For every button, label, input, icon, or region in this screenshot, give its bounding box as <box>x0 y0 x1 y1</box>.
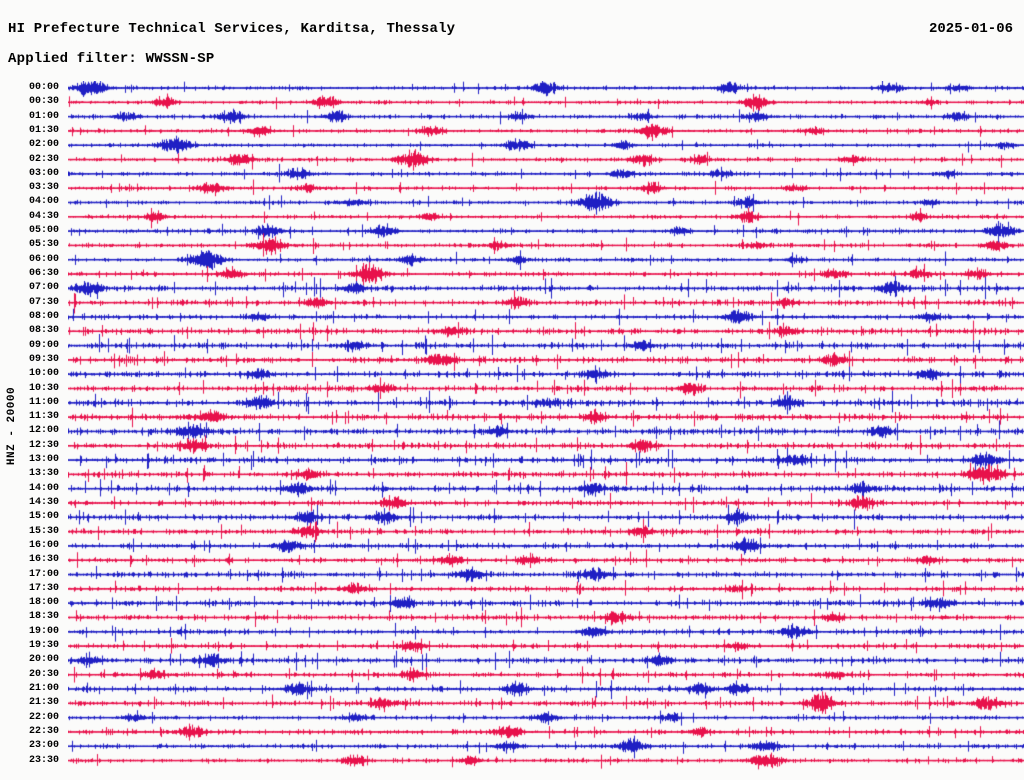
report-date: 2025-01-06 <box>928 21 1013 37</box>
time-label: 20:30 <box>28 668 59 680</box>
time-label: 00:00 <box>28 82 59 93</box>
time-label: 16:00 <box>28 539 59 551</box>
time-label: 12:00 <box>28 425 59 437</box>
time-label: 08:00 <box>28 310 59 322</box>
time-label: 08:30 <box>28 325 59 337</box>
time-label: 22:30 <box>28 725 59 737</box>
time-label: 09:00 <box>28 339 59 351</box>
time-label: 03:30 <box>28 182 59 194</box>
seismogram-canvas <box>68 81 1024 771</box>
time-label: 11:00 <box>28 396 59 408</box>
time-label: 13:00 <box>28 454 59 466</box>
time-label: 02:30 <box>28 153 59 165</box>
time-label: 17:30 <box>28 582 59 594</box>
time-label: 04:00 <box>28 196 59 208</box>
time-label: 10:30 <box>28 382 59 394</box>
applied-filter-label: Applied filter: WWSSN-SP <box>8 51 215 67</box>
time-label: 04:30 <box>28 210 59 222</box>
time-label: 15:00 <box>28 511 59 523</box>
time-label: 07:30 <box>28 296 59 308</box>
time-label: 20:00 <box>28 654 59 666</box>
time-label: 05:00 <box>28 225 59 237</box>
time-label: 18:30 <box>28 611 59 623</box>
time-label: 16:30 <box>28 554 59 566</box>
time-label: 15:30 <box>28 525 59 537</box>
time-label: 02:00 <box>28 139 59 151</box>
time-label: 09:30 <box>28 353 59 365</box>
time-label: 22:00 <box>28 711 59 723</box>
time-label: 01:00 <box>28 110 59 122</box>
time-label: 21:30 <box>28 697 59 709</box>
time-label: 21:00 <box>28 683 59 695</box>
time-label: 03:00 <box>28 167 59 179</box>
time-label: 12:30 <box>28 439 59 451</box>
time-label: 00:30 <box>28 96 59 108</box>
time-label: 14:00 <box>28 482 59 494</box>
time-label: 19:00 <box>28 625 59 637</box>
time-label: 23:30 <box>28 754 59 766</box>
time-label: 18:00 <box>28 597 59 609</box>
page-title: HI Prefecture Technical Services, Kardit… <box>8 21 456 37</box>
time-label: 10:00 <box>28 368 59 380</box>
time-label: 13:30 <box>28 468 59 480</box>
time-label: 06:30 <box>28 268 59 280</box>
time-label: 14:30 <box>28 496 59 508</box>
time-label: 06:00 <box>28 253 59 265</box>
time-label: 07:00 <box>28 282 59 294</box>
time-label: 05:30 <box>28 239 59 251</box>
time-label: 01:30 <box>28 124 59 136</box>
time-label: 23:00 <box>28 740 59 752</box>
time-label: 19:30 <box>28 640 59 652</box>
time-label: 11:30 <box>28 411 59 423</box>
time-label: 17:00 <box>28 568 59 580</box>
